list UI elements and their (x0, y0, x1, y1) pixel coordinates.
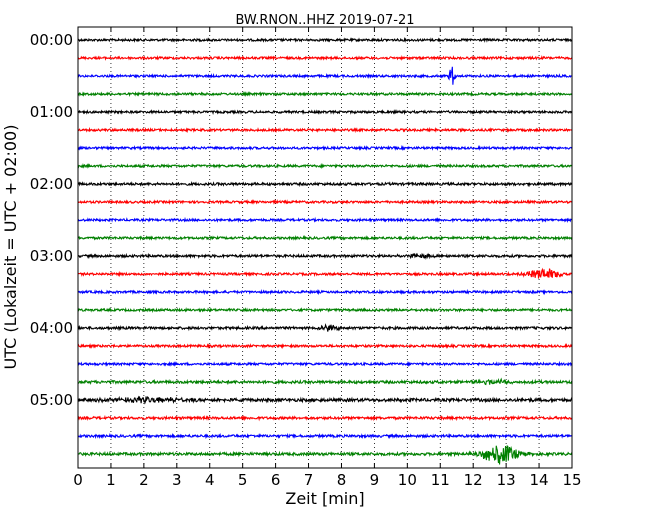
x-tick-label: 5 (238, 471, 248, 489)
trace-0545 (77, 445, 573, 465)
trace-0000 (77, 36, 573, 44)
trace-0245 (77, 234, 573, 241)
chart-title: BW.RNON..HHZ 2019-07-21 (235, 13, 414, 28)
x-tick-label: 14 (530, 471, 549, 489)
trace-0515 (77, 414, 573, 422)
x-tick-label: 4 (205, 471, 215, 489)
trace-0200 (77, 180, 573, 188)
trace-0100 (77, 109, 573, 116)
trace-0045 (77, 90, 573, 98)
y-tick-label: 01:00 (30, 103, 73, 121)
x-tick-label: 1 (106, 471, 116, 489)
plot-frame (77, 26, 573, 469)
y-tick-label: 04:00 (30, 319, 73, 337)
trace-0430 (77, 360, 573, 368)
y-tick-label: 00:00 (30, 31, 73, 49)
trace-0345 (77, 307, 573, 314)
x-axis-ticks: 0 1 2 3 4 5 6 7 8 9 10 11 12 13 14 15 (73, 27, 582, 489)
x-tick-label: 12 (464, 471, 483, 489)
x-tick-label: 11 (431, 471, 450, 489)
seismogram-traces (77, 36, 573, 465)
x-tick-label: 9 (370, 471, 380, 489)
trace-0315 (77, 267, 573, 279)
x-tick-label: 2 (139, 471, 149, 489)
y-axis-ticks: 00:00 01:00 02:00 03:00 04:00 05:00 (30, 31, 572, 409)
x-tick-label: 13 (497, 471, 516, 489)
x-tick-label: 0 (73, 471, 83, 489)
trace-0030 (77, 66, 573, 85)
x-tick-label: 7 (304, 471, 314, 489)
x-tick-label: 6 (271, 471, 281, 489)
trace-0215 (77, 198, 573, 205)
y-tick-label: 05:00 (30, 391, 73, 409)
trace-0445 (77, 377, 573, 386)
trace-0415 (77, 342, 573, 350)
trace-0115 (77, 126, 573, 134)
x-axis-label: Zeit [min] (285, 489, 364, 508)
trace-0330 (77, 288, 573, 296)
trace-0230 (77, 216, 573, 224)
trace-0130 (77, 144, 573, 152)
y-tick-label: 03:00 (30, 247, 73, 265)
x-tick-label: 3 (172, 471, 182, 489)
trace-0145 (77, 162, 573, 170)
y-axis-label: UTC (Lokalzeit = UTC + 02:00) (1, 125, 20, 370)
trace-0015 (77, 54, 573, 62)
trace-0530 (77, 432, 573, 440)
x-tick-label: 8 (337, 471, 347, 489)
trace-0300 (77, 252, 573, 260)
y-tick-label: 02:00 (30, 175, 73, 193)
x-tick-label: 10 (398, 471, 417, 489)
trace-0500 (77, 395, 573, 405)
trace-0400 (77, 323, 573, 332)
x-tick-label: 15 (562, 471, 581, 489)
